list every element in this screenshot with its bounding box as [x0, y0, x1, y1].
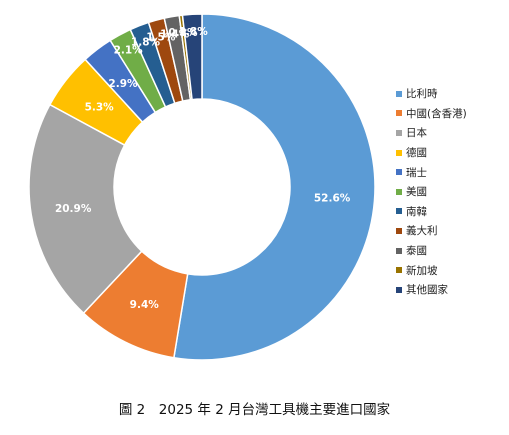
legend-item-2: 中國(含香港): [396, 104, 467, 124]
slice-label-5: 2.9%: [108, 78, 138, 90]
slice-label-2: 9.4%: [130, 299, 160, 311]
legend-label: 其他國家: [406, 284, 448, 297]
legend-swatch: [396, 267, 402, 274]
legend-item-5: 瑞士: [396, 162, 467, 182]
legend-label: 南韓: [406, 205, 427, 218]
legend-swatch: [396, 129, 402, 136]
legend-item-3: 日本: [396, 123, 467, 143]
legend-swatch: [396, 110, 402, 117]
legend-label: 日本: [406, 127, 427, 140]
figure-caption: 圖 2 2025 年 2 月台灣工具機主要進口國家: [118, 402, 391, 418]
slice-label-11: 1.8%: [179, 26, 209, 38]
legend-item-9: 泰國: [396, 241, 467, 261]
slice-label-9: 1.4%: [160, 28, 190, 40]
donut-chart: 52.6%9.4%20.9%5.3%2.9%2.1%1.8%1.5%1.4%0.…: [28, 13, 376, 361]
slice-label-6: 2.1%: [114, 45, 144, 57]
chart-area: 52.6% 9.4% 20.9% 5.3% 2.9% 2.1% 1.8% 1.5% 1.4% 0.…: [28, 13, 467, 361]
legend-swatch: [396, 227, 402, 234]
slice-label-4: 5.3%: [85, 102, 115, 114]
legend-item-10: 新加坡: [396, 260, 467, 280]
legend-label: 中國(含香港): [406, 107, 467, 120]
legend-swatch: [396, 90, 402, 97]
legend-item-4: 德國: [396, 143, 467, 163]
donut-slice-11: [181, 13, 203, 101]
legend-label: 美國: [406, 186, 427, 199]
legend-swatch: [396, 208, 402, 215]
legend-label: 義大利: [406, 225, 438, 238]
legend-label: 瑞士: [406, 166, 427, 179]
legend-label: 德國: [406, 147, 427, 160]
slice-label-7: 1.8%: [131, 37, 161, 49]
legend-label: 新加坡: [406, 264, 438, 277]
legend: 比利時中國(含香港) 日本德國瑞士美國南韓義大利泰國新加坡其他國家: [396, 84, 467, 300]
legend-item-11: 其他國家: [396, 280, 467, 300]
slice-label-10: 0.3%: [168, 27, 198, 39]
legend-item-1: 比利時: [396, 84, 467, 104]
slice-label-8: 1.5%: [146, 32, 176, 44]
legend-swatch: [396, 247, 402, 254]
donut-slice-3: [28, 103, 143, 315]
legend-swatch: [396, 188, 402, 195]
legend-item-6: 美國: [396, 182, 467, 202]
legend-label: 泰國: [406, 245, 427, 258]
legend-item-7: 南韓: [396, 202, 467, 222]
donut-slice-1: [173, 13, 376, 361]
legend-swatch: [396, 286, 402, 293]
legend-item-8: 義大利: [396, 221, 467, 241]
legend-swatch: [396, 169, 402, 176]
legend-swatch: [396, 149, 402, 156]
slice-label-3: 20.9%: [55, 203, 92, 215]
slice-label-1: 52.6%: [314, 193, 351, 205]
legend-label: 比利時: [406, 88, 438, 101]
